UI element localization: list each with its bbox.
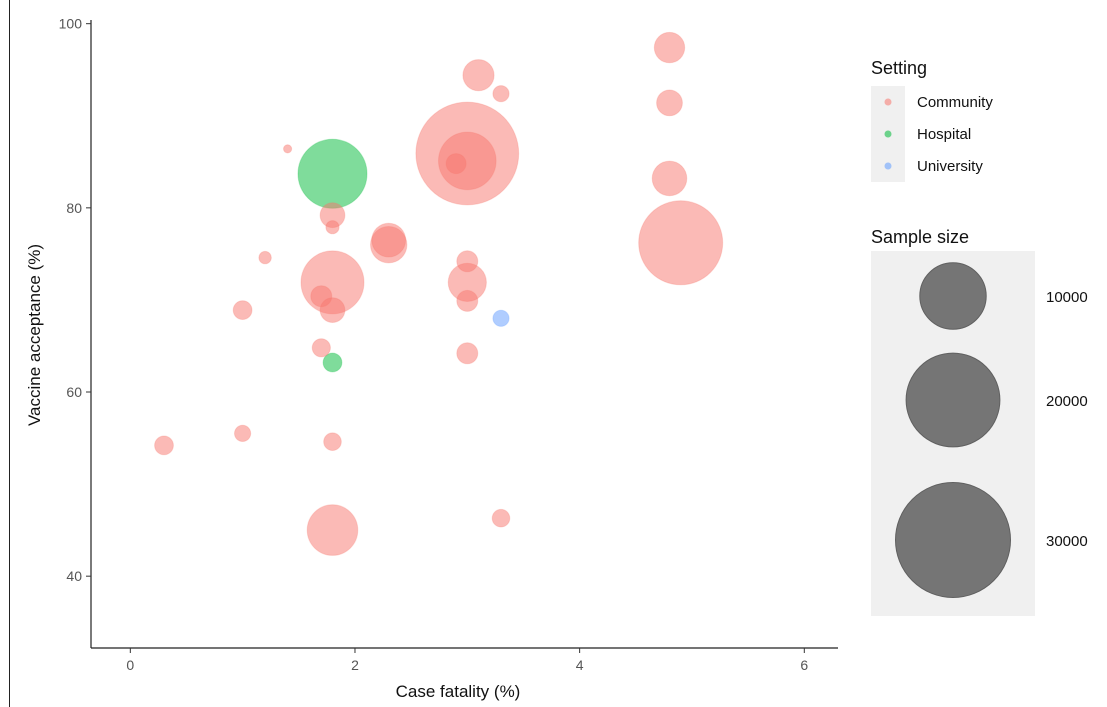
bubble-community-7 [445, 153, 467, 175]
bubble-community-6 [438, 131, 497, 191]
bubble-community-18 [310, 285, 333, 308]
legend-swatch-community [884, 98, 892, 106]
x-tick-label: 2 [351, 657, 359, 673]
size-legend-label-10000: 10000 [1046, 289, 1088, 306]
left-frame-line [9, 0, 10, 707]
bubble-community-19 [456, 289, 479, 312]
y-tick-label: 40 [66, 568, 82, 584]
y-tick-label: 60 [66, 384, 82, 400]
bubble-community-8 [651, 160, 688, 197]
size-legend-circle-30000 [895, 482, 1011, 598]
y-tick-label: 100 [59, 16, 83, 32]
size-legend-title: Sample size [871, 227, 969, 247]
bubble-community-28 [306, 504, 359, 556]
bubble-community-22 [311, 338, 331, 358]
bubble-community-14 [258, 250, 272, 265]
bubble-community-2 [492, 85, 510, 103]
y-axis-ticks: 40 60 80 100 [59, 16, 91, 584]
bubble-community-4 [283, 144, 293, 154]
x-tick-label: 0 [126, 657, 134, 673]
x-tick-label: 4 [576, 657, 584, 673]
bubble-community-27 [491, 508, 511, 528]
x-tick-label: 6 [800, 657, 808, 673]
bubble-community-24 [234, 424, 252, 442]
bubble-community-13 [638, 200, 724, 286]
x-axis-ticks: 0 2 4 6 [126, 648, 808, 673]
bubble-university-0 [492, 309, 510, 327]
bubble-hospital-1 [322, 352, 343, 373]
bubble-community-25 [323, 432, 342, 452]
bubbles-layer [154, 31, 724, 556]
y-tick-label: 80 [66, 200, 82, 216]
legend-swatch-hospital [884, 130, 892, 138]
legend-swatch-university [884, 162, 892, 170]
bubble-community-1 [462, 59, 495, 92]
legend-label-community: Community [917, 94, 993, 111]
y-axis-title: Vaccine acceptance (%) [25, 244, 44, 426]
bubble-community-21 [232, 300, 253, 321]
size-legend-label-30000: 30000 [1046, 533, 1088, 550]
legend-label-hospital: Hospital [917, 126, 971, 143]
bubble-hospital-0 [297, 138, 368, 209]
legend-label-university: University [917, 158, 983, 175]
bubble-community-11 [371, 222, 407, 258]
color-legend: Setting Community Hospital University [871, 58, 993, 182]
size-legend-label-20000: 20000 [1046, 393, 1088, 410]
bubble-community-3 [656, 89, 683, 117]
color-legend-title: Setting [871, 58, 927, 78]
size-legend: Sample size 10000 20000 30000 [871, 227, 1088, 616]
bubble-community-26 [154, 435, 174, 456]
bubble-community-0 [653, 31, 686, 64]
bubble-community-23 [456, 342, 479, 365]
size-legend-circle-10000 [919, 262, 987, 330]
bubble-community-10 [325, 220, 340, 235]
size-legend-circle-20000 [905, 352, 1001, 448]
x-axis-title: Case fatality (%) [396, 682, 521, 701]
bubble-community-15 [456, 250, 479, 273]
